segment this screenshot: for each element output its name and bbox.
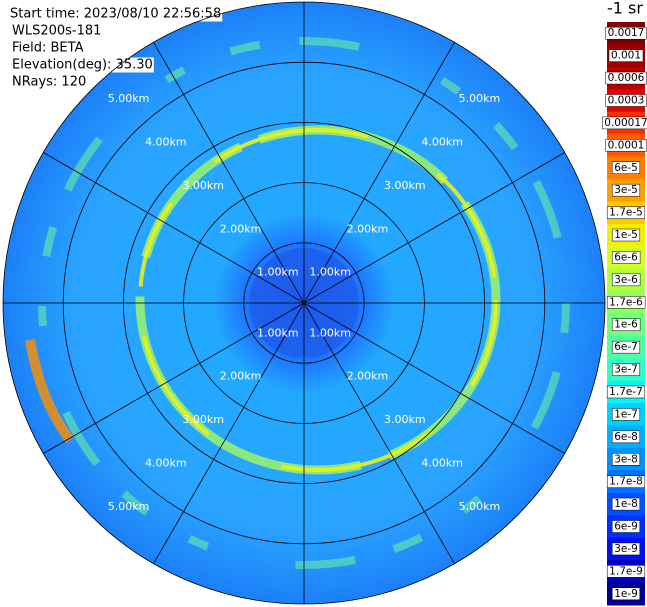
colorbar-label-bg (611, 161, 641, 174)
colorbar-label: 6e-7 (614, 341, 638, 353)
colorbar-label-bg (611, 363, 641, 376)
colorbar-label: 6e-9 (614, 521, 638, 533)
range-label: 2.00km (347, 222, 389, 235)
range-label: 2.00km (220, 222, 262, 235)
range-label: 4.00km (421, 136, 463, 149)
colorbar-label: 1.7e-8 (609, 476, 643, 488)
colorbar-label: 1e-7 (614, 408, 638, 420)
colorbar-label: 1e-9 (614, 588, 638, 600)
colorbar-label: 0.001 (611, 50, 641, 62)
colorbar-label-bg (611, 318, 641, 331)
range-ring (2, 1, 606, 605)
info-line: WLS200s-181 (12, 24, 101, 39)
colorbar-label: 0.00017 (604, 117, 647, 129)
colorbar-label-bg (611, 520, 641, 533)
colorbar-label: 0.0006 (608, 72, 645, 84)
colorbar-label: 3e-8 (614, 453, 638, 465)
range-label: 4.00km (145, 136, 187, 149)
range-label: 3.00km (182, 179, 224, 192)
colorbar-label-bg (606, 565, 646, 578)
colorbar-label: 0.0001 (608, 139, 645, 151)
info-bg (11, 57, 154, 73)
colorbar-label: 1e-5 (614, 229, 638, 241)
colorbar-label-bg (608, 49, 644, 62)
colorbar-label-bg (611, 542, 641, 556)
info-line: Elevation(deg): 35.30 (12, 58, 153, 73)
colorbar-label-bg (606, 296, 646, 309)
range-label: 2.00km (347, 370, 389, 383)
colorbar-label: 1.7e-9 (609, 565, 643, 577)
colorbar-label-bg (611, 183, 641, 197)
range-label: 1.00km (309, 266, 351, 279)
range-label: 1.00km (257, 266, 299, 279)
colorbar-label-bg (602, 116, 647, 130)
colorbar-label: 1e-6 (614, 319, 638, 331)
range-label: 2.00km (220, 370, 262, 383)
colorbar-label-bg (611, 497, 641, 511)
colorbar-label-bg (611, 408, 641, 421)
colorbar: -1 sr 0.0017 0.001 0.0006 0.0003 0.00017 0.000… (602, 0, 647, 606)
range-label: 1.00km (257, 326, 299, 339)
info-line: Start time: 2023/08/10 22:56:58 (10, 7, 221, 22)
range-label: 3.00km (384, 179, 426, 192)
colorbar-label-bg (605, 139, 647, 152)
colorbar-label: 1.7e-7 (609, 386, 643, 398)
range-label: 5.00km (459, 92, 501, 105)
colorbar-label-bg (611, 228, 641, 242)
colorbar-label-bg (611, 430, 641, 444)
colorbar-title: -1 sr (607, 0, 643, 18)
colorbar-label-bg (611, 340, 641, 354)
colorbar-label-bg (611, 251, 641, 264)
radial-line (43, 152, 565, 454)
colorbar-label-bg (605, 94, 647, 107)
colorbar-label: 0.0003 (608, 94, 645, 106)
range-label: 5.00km (108, 92, 150, 105)
info-line: Field: BETA (12, 41, 84, 56)
colorbar-label-bg (611, 587, 641, 601)
colorbar-label-bg (606, 206, 646, 219)
colorbar-label: 6e-6 (614, 251, 638, 263)
colorbar-label-bg (606, 385, 646, 399)
colorbar-label: 1.7e-6 (609, 296, 643, 308)
colorbar-label-bg (605, 26, 647, 40)
range-label: 3.00km (182, 413, 224, 426)
colorbar-label: 1e-8 (614, 498, 638, 510)
range-label: 3.00km (384, 413, 426, 426)
colorbar-label: 6e-8 (614, 431, 638, 443)
info-bg (9, 6, 223, 22)
colorbar-label-bg (611, 273, 641, 287)
colorbar-label: 6e-5 (614, 162, 638, 174)
range-label: 1.00km (309, 326, 351, 339)
colorbar-label: 3e-5 (614, 184, 638, 196)
colorbar-label: 3e-6 (614, 274, 638, 286)
range-ring (122, 121, 486, 485)
range-ring (243, 242, 365, 364)
range-label: 4.00km (145, 456, 187, 469)
colorbar-label: 0.0017 (608, 27, 645, 39)
polar-grid: 1.00km 1.00km 1.00km 1.00km 2.00km 2.00km 2.00… (2, 1, 606, 605)
info-block: Start time: 2023/08/10 22:56:58 WLS200s-1… (9, 6, 223, 90)
range-label: 4.00km (421, 456, 463, 469)
colorbar-label: 3e-9 (614, 543, 638, 555)
colorbar-label: 1.7e-5 (609, 207, 643, 219)
range-label: 5.00km (108, 500, 150, 513)
colorbar-label-bg (611, 453, 641, 466)
range-label: 5.00km (459, 500, 501, 513)
colorbar-label-bg (606, 475, 646, 488)
info-line: NRays: 120 (12, 75, 86, 90)
range-ring (183, 182, 425, 424)
colorbar-label: 3e-7 (614, 364, 638, 376)
range-ring (62, 61, 546, 545)
